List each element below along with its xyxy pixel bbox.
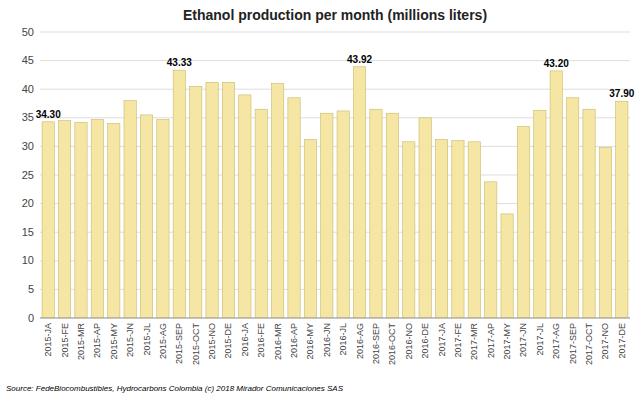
bar bbox=[583, 109, 595, 318]
bar bbox=[288, 98, 300, 318]
bar bbox=[616, 101, 628, 318]
x-tick-label: 2016-AG bbox=[355, 323, 365, 359]
x-tick-label: 2016-AP bbox=[289, 323, 299, 358]
grid-line bbox=[40, 89, 630, 90]
value-label: 43.33 bbox=[167, 57, 192, 68]
y-tick-label: 35 bbox=[22, 111, 34, 123]
bar bbox=[468, 142, 480, 318]
x-tick-label: 2015-JN bbox=[125, 323, 135, 357]
x-tick-label: 2015-MY bbox=[109, 323, 119, 360]
x-tick-label: 2016-JL bbox=[338, 323, 348, 356]
x-tick-label: 2017-JN bbox=[518, 323, 528, 357]
x-axis-line bbox=[40, 318, 630, 319]
x-tick-label: 2015-NO bbox=[207, 323, 217, 360]
y-grid bbox=[40, 32, 630, 318]
x-tick-label: 2016-MY bbox=[305, 323, 315, 360]
x-tick-label: 2015-JL bbox=[142, 323, 152, 356]
bar bbox=[91, 120, 103, 318]
bar bbox=[403, 142, 415, 318]
bar bbox=[534, 110, 546, 318]
grid-line bbox=[40, 318, 630, 319]
bar bbox=[517, 126, 529, 318]
bar bbox=[485, 182, 497, 318]
bar bbox=[239, 95, 251, 318]
x-tick-label: 2017-MR bbox=[469, 323, 479, 361]
value-label: 43.92 bbox=[347, 54, 372, 65]
x-tick-label: 2017-DE bbox=[617, 323, 627, 359]
x-tick-label: 2015-AG bbox=[158, 323, 168, 359]
bars bbox=[42, 67, 628, 318]
x-tick-label: 2017-OCT bbox=[584, 323, 594, 366]
value-label: 43.20 bbox=[544, 58, 569, 69]
bar bbox=[566, 98, 578, 318]
x-tick-label: 2016-JN bbox=[322, 323, 332, 357]
bar bbox=[75, 122, 87, 318]
y-tick-label: 40 bbox=[22, 83, 34, 95]
bar bbox=[124, 101, 136, 318]
x-tick-label: 2015-DE bbox=[223, 323, 233, 359]
value-label: 34.30 bbox=[36, 109, 61, 120]
bar bbox=[550, 71, 562, 318]
bar bbox=[599, 148, 611, 318]
bar bbox=[173, 70, 185, 318]
x-tick-label: 2016-JA bbox=[240, 323, 250, 357]
value-label: 37.90 bbox=[609, 88, 634, 99]
x-tick-label: 2015-FE bbox=[60, 323, 70, 358]
bar bbox=[370, 109, 382, 318]
bar bbox=[140, 115, 152, 318]
x-tick-label: 2016-FE bbox=[256, 323, 266, 358]
bar bbox=[190, 86, 202, 318]
x-tick-label: 2016-DE bbox=[420, 323, 430, 359]
x-tick-label: 2015-SEP bbox=[174, 323, 184, 364]
bar bbox=[42, 122, 54, 318]
source-text: Source: FedeBiocombustibles, Hydrocarbon… bbox=[6, 384, 344, 393]
y-tick-label: 30 bbox=[22, 140, 34, 152]
chart-container: 0 5 10 15 20 25 30 35 40 45 50 2015-JA 2015-FE 2015-M… bbox=[0, 0, 640, 396]
y-tick-label: 5 bbox=[28, 283, 34, 295]
y-tick-label: 15 bbox=[22, 226, 34, 238]
x-tick-label: 2017-MY bbox=[502, 323, 512, 360]
y-tick-label: 20 bbox=[22, 197, 34, 209]
bar bbox=[435, 140, 447, 318]
x-tick-label: 2017-AG bbox=[551, 323, 561, 359]
y-tick-label: 45 bbox=[22, 54, 34, 66]
bar bbox=[501, 214, 513, 318]
y-tick-label: 10 bbox=[22, 254, 34, 266]
bar bbox=[222, 82, 234, 318]
chart-svg: 0 5 10 15 20 25 30 35 40 45 50 2015-JA 2015-FE 2015-M… bbox=[0, 0, 640, 396]
bar bbox=[304, 140, 316, 318]
x-tick-label: 2015-JA bbox=[43, 323, 53, 357]
x-tick-label: 2016-NO bbox=[404, 323, 414, 360]
chart-title: Ethanol production per month (millions l… bbox=[183, 7, 487, 23]
x-tick-label: 2016-SEP bbox=[371, 323, 381, 364]
x-tick-label: 2016-OCT bbox=[387, 323, 397, 366]
bar bbox=[321, 113, 333, 318]
bar bbox=[255, 109, 267, 318]
y-tick-label: 50 bbox=[22, 26, 34, 38]
bar bbox=[157, 120, 169, 318]
grid-line bbox=[40, 32, 630, 33]
x-tick-label: 2015-OCT bbox=[191, 323, 201, 366]
x-tick-label: 2017-SEP bbox=[568, 323, 578, 364]
x-tick-label: 2017-FE bbox=[453, 323, 463, 358]
x-tick-label: 2017-NO bbox=[600, 323, 610, 360]
bar bbox=[206, 82, 218, 318]
x-tick-label: 2015-MR bbox=[76, 323, 86, 361]
bar bbox=[452, 141, 464, 318]
bar bbox=[337, 111, 349, 318]
x-tick-label: 2016-MR bbox=[273, 323, 283, 361]
bar bbox=[353, 67, 365, 318]
y-tick-label: 0 bbox=[28, 312, 34, 324]
x-tick-label: 2017-JL bbox=[535, 323, 545, 356]
bar bbox=[108, 124, 120, 318]
y-tick-label: 25 bbox=[22, 169, 34, 181]
grid-line bbox=[40, 60, 630, 61]
x-tick-label: 2017-AP bbox=[486, 323, 496, 358]
bar bbox=[271, 83, 283, 318]
x-tick-label: 2017-JA bbox=[437, 323, 447, 357]
bar bbox=[386, 113, 398, 318]
bar bbox=[419, 118, 431, 318]
x-tick-label: 2015-AP bbox=[92, 323, 102, 358]
bar bbox=[58, 121, 70, 318]
